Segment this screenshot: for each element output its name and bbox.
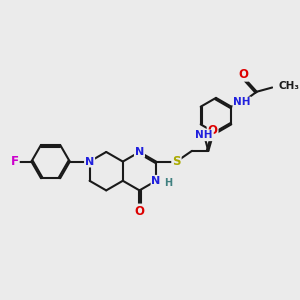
Text: S: S — [172, 155, 181, 168]
Text: O: O — [134, 205, 145, 218]
Text: F: F — [11, 155, 19, 168]
Text: NH: NH — [195, 130, 213, 140]
Text: N: N — [85, 157, 94, 166]
Text: O: O — [238, 68, 248, 81]
Text: O: O — [208, 124, 218, 137]
Text: NH: NH — [233, 98, 251, 107]
Text: N: N — [152, 176, 161, 186]
Text: CH₃: CH₃ — [278, 81, 299, 91]
Text: H: H — [165, 178, 173, 188]
Text: N: N — [135, 147, 144, 157]
